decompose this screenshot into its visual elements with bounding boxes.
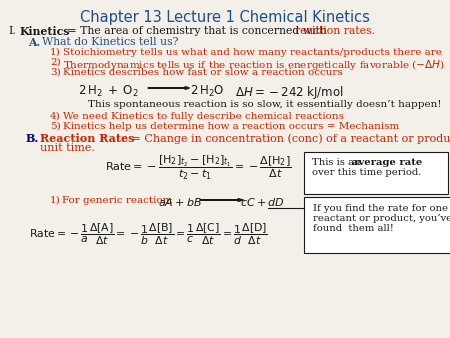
Text: = Change in concentration (conc) of a reactant or product per: = Change in concentration (conc) of a re… — [128, 133, 450, 144]
Text: $\mathrm{Rate} = -\dfrac{[\mathrm{H_2}]_{t_2}-[\mathrm{H_2}]_{t_1}}{t_2-t_1} = -: $\mathrm{Rate} = -\dfrac{[\mathrm{H_2}]_… — [105, 154, 291, 182]
Text: $2\,\mathrm{H_2}\;+\;\mathrm{O_2}$: $2\,\mathrm{H_2}\;+\;\mathrm{O_2}$ — [78, 84, 139, 99]
Text: reactant or product, you’ve: reactant or product, you’ve — [313, 214, 450, 223]
Text: 5): 5) — [50, 122, 61, 131]
Text: Thermodynamics tells us if the reaction is energetically favorable ($-\Delta H$): Thermodynamics tells us if the reaction … — [63, 58, 445, 72]
Text: reaction rates.: reaction rates. — [295, 26, 375, 36]
Text: For generic reaction:: For generic reaction: — [62, 196, 173, 205]
Text: unit time.: unit time. — [40, 143, 95, 153]
Text: 1): 1) — [50, 48, 61, 57]
Text: This is an: This is an — [312, 158, 364, 167]
Text: Kinetics describes how fast or slow a reaction occurs: Kinetics describes how fast or slow a re… — [63, 68, 343, 77]
Text: found  them all!: found them all! — [313, 224, 394, 233]
Text: We need Kinetics to fully describe chemical reactions: We need Kinetics to fully describe chemi… — [63, 112, 344, 121]
Text: 1): 1) — [50, 196, 61, 205]
Text: $cC + dD$: $cC + dD$ — [240, 196, 285, 208]
Text: over this time period.: over this time period. — [312, 168, 421, 177]
Text: I.: I. — [8, 26, 16, 36]
Text: 3): 3) — [50, 68, 61, 77]
Text: B.: B. — [26, 133, 39, 144]
Text: A.: A. — [28, 37, 40, 48]
Text: average rate: average rate — [352, 158, 422, 167]
Text: $aA + bB$: $aA + bB$ — [158, 196, 202, 208]
Text: This spontaneous reaction is so slow, it essentially doesn’t happen!: This spontaneous reaction is so slow, it… — [88, 100, 441, 109]
Text: Chapter 13 Lecture 1 Chemical Kinetics: Chapter 13 Lecture 1 Chemical Kinetics — [80, 10, 370, 25]
Text: Kinetics help us determine how a reaction occurs = Mechanism: Kinetics help us determine how a reactio… — [63, 122, 399, 131]
Text: What do Kinetics tell us?: What do Kinetics tell us? — [42, 37, 178, 47]
Text: $\mathrm{Rate}=-\dfrac{1}{a}\dfrac{\Delta[\mathrm{A}]}{\Delta t}=-\dfrac{1}{b}\d: $\mathrm{Rate}=-\dfrac{1}{a}\dfrac{\Delt… — [29, 222, 268, 247]
Text: 4): 4) — [50, 112, 61, 121]
Text: If you find the rate for one: If you find the rate for one — [313, 204, 448, 213]
Text: = The area of chemistry that is concerned with: = The area of chemistry that is concerne… — [64, 26, 330, 36]
Text: Kinetics: Kinetics — [20, 26, 71, 37]
Text: 2): 2) — [50, 58, 61, 67]
Text: Reaction Rates: Reaction Rates — [40, 133, 135, 144]
Text: Stoichiometry tells us what and how many reactants/products there are: Stoichiometry tells us what and how many… — [63, 48, 442, 57]
Text: $\Delta H = -242\;\mathrm{kJ/mol}$: $\Delta H = -242\;\mathrm{kJ/mol}$ — [235, 84, 343, 101]
Text: $2\,\mathrm{H_2O}$: $2\,\mathrm{H_2O}$ — [190, 84, 225, 99]
